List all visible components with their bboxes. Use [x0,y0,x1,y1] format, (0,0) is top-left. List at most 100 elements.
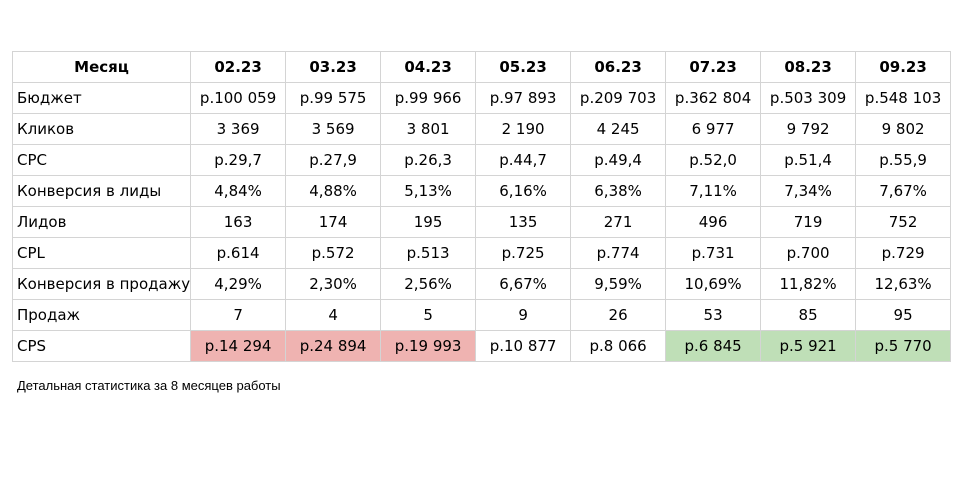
table-cell: р.362 804 [665,82,762,114]
table-cell: 7 [190,299,287,331]
table-cell: р.99 575 [285,82,382,114]
table-cell: р.52,0 [665,144,762,176]
table-cell: р.44,7 [475,144,572,176]
table-row-clicks: Кликов 3 369 3 569 3 801 2 190 4 245 6 9… [11,113,952,145]
table-cell: 4 [285,299,382,331]
table-cell: р.99 966 [380,82,477,114]
stats-table: Месяц 02.23 03.23 04.23 05.23 06.23 07.2… [11,51,952,362]
header-cell-month-label: Месяц [11,51,192,83]
table-cell: 5 [380,299,477,331]
table-cell: 95 [855,299,952,331]
table-cell: 4,88% [285,175,382,207]
header-cell-07-23: 07.23 [665,51,762,83]
table-cell: р.26,3 [380,144,477,176]
table-cell: р.614 [190,237,287,269]
table-cell: 271 [570,206,667,238]
table-cell: 6,38% [570,175,667,207]
table-cell: р.55,9 [855,144,952,176]
table-cell: 6,67% [475,268,572,300]
row-label: Кликов [11,113,192,145]
table-cell: р.572 [285,237,382,269]
row-label: CPL [11,237,192,269]
table-cell: 163 [190,206,287,238]
table-cell: р.503 309 [760,82,857,114]
table-cell: р.513 [380,237,477,269]
table-cell: р.725 [475,237,572,269]
table-row-budget: Бюджет р.100 059 р.99 575 р.99 966 р.97 … [11,82,952,114]
table-cell: р.27,9 [285,144,382,176]
table-cell: 4 245 [570,113,667,145]
table-cell-cps: р.8 066 [570,330,667,362]
table-cell-cps: р.24 894 [285,330,382,362]
header-cell-05-23: 05.23 [475,51,572,83]
row-label: Лидов [11,206,192,238]
table-cell: 5,13% [380,175,477,207]
table-cell: 11,82% [760,268,857,300]
table-cell: 174 [285,206,382,238]
table-cell: 2,30% [285,268,382,300]
table-cell: 26 [570,299,667,331]
table-cell: 719 [760,206,857,238]
table-cell: 85 [760,299,857,331]
table-cell: 9,59% [570,268,667,300]
table-cell: р.49,4 [570,144,667,176]
row-label: Конверсия в лиды [11,175,192,207]
table-cell: р.548 103 [855,82,952,114]
header-row: Месяц 02.23 03.23 04.23 05.23 06.23 07.2… [11,51,952,83]
table-cell: 10,69% [665,268,762,300]
header-cell-09-23: 09.23 [855,51,952,83]
table-cell: 195 [380,206,477,238]
table-cell: 6 977 [665,113,762,145]
table-cell-cps: р.5 921 [760,330,857,362]
table-cell-cps: р.5 770 [855,330,952,362]
caption: Детальная статистика за 8 месяцев работы [17,378,281,393]
table-cell: р.700 [760,237,857,269]
table-cell: 496 [665,206,762,238]
table-row-sale-conversion: Конверсия в продажу 4,29% 2,30% 2,56% 6,… [11,268,952,300]
table-cell: 9 802 [855,113,952,145]
table-cell-cps: р.10 877 [475,330,572,362]
table-cell: 9 792 [760,113,857,145]
table-cell: 6,16% [475,175,572,207]
table-cell: 4,84% [190,175,287,207]
table-cell: 7,34% [760,175,857,207]
table-cell: 135 [475,206,572,238]
table-cell: 7,11% [665,175,762,207]
table-row-lead-conversion: Конверсия в лиды 4,84% 4,88% 5,13% 6,16%… [11,175,952,207]
table-row-leads: Лидов 163 174 195 135 271 496 719 752 [11,206,952,238]
table-cell: 9 [475,299,572,331]
row-label: Продаж [11,299,192,331]
table-cell-cps: р.6 845 [665,330,762,362]
table-cell-cps: р.14 294 [190,330,287,362]
table-cell: 12,63% [855,268,952,300]
row-label: Конверсия в продажу [11,268,192,300]
row-label: Бюджет [11,82,192,114]
header-cell-04-23: 04.23 [380,51,477,83]
table-cell: р.774 [570,237,667,269]
table-cell: р.97 893 [475,82,572,114]
table-cell: р.731 [665,237,762,269]
row-label: CPC [11,144,192,176]
table-cell: 7,67% [855,175,952,207]
table-cell: 3 801 [380,113,477,145]
header-cell-03-23: 03.23 [285,51,382,83]
table-cell: 752 [855,206,952,238]
table-cell: 3 569 [285,113,382,145]
table-cell: 53 [665,299,762,331]
table-cell-cps: р.19 993 [380,330,477,362]
table-row-cps: CPS р.14 294 р.24 894 р.19 993 р.10 877 … [11,330,952,362]
table-cell: р.29,7 [190,144,287,176]
table-cell: р.729 [855,237,952,269]
table-row-cpc: CPC р.29,7 р.27,9 р.26,3 р.44,7 р.49,4 р… [11,144,952,176]
table-cell: 3 369 [190,113,287,145]
header-cell-02-23: 02.23 [190,51,287,83]
table-cell: р.100 059 [190,82,287,114]
table-cell: р.209 703 [570,82,667,114]
table-row-sales: Продаж 7 4 5 9 26 53 85 95 [11,299,952,331]
table-row-cpl: CPL р.614 р.572 р.513 р.725 р.774 р.731 … [11,237,952,269]
row-label: CPS [11,330,192,362]
table-cell: 4,29% [190,268,287,300]
table-cell: 2 190 [475,113,572,145]
header-cell-08-23: 08.23 [760,51,857,83]
table-cell: р.51,4 [760,144,857,176]
